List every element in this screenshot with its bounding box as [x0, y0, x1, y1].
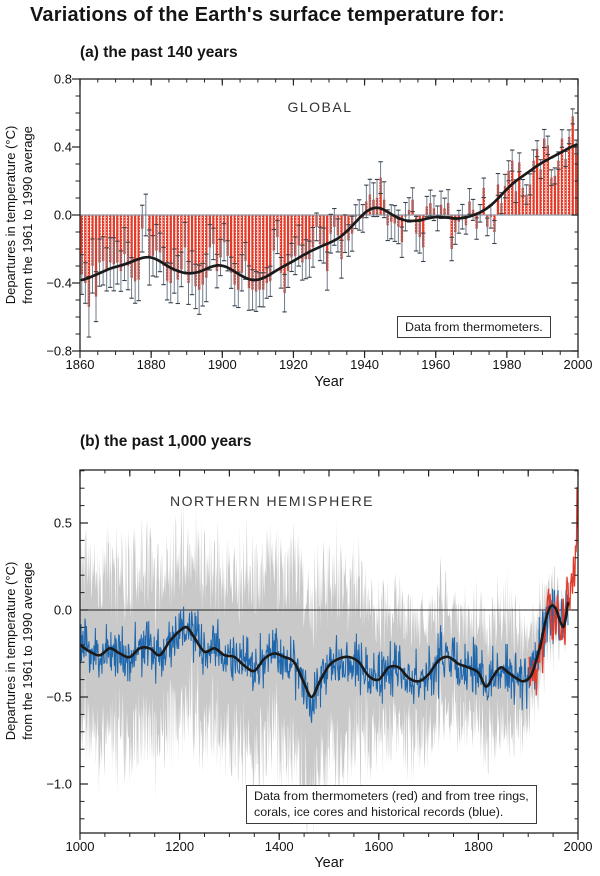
svg-text:0.8: 0.8: [54, 72, 72, 87]
svg-text:1860: 1860: [66, 357, 95, 372]
legend-note-a: Data from thermometers.: [397, 316, 551, 339]
svg-text:0.0: 0.0: [54, 603, 72, 618]
svg-text:1000: 1000: [66, 839, 95, 854]
y-axis-label-a: Departures in temperature (°C) from the …: [3, 125, 35, 305]
svg-text:−0.5: −0.5: [46, 690, 72, 705]
x-axis-label-a: Year: [314, 374, 344, 390]
svg-text:1200: 1200: [165, 839, 194, 854]
svg-text:2000: 2000: [564, 839, 593, 854]
svg-text:1960: 1960: [421, 357, 450, 372]
svg-text:1900: 1900: [208, 357, 237, 372]
series-label-global: GLOBAL: [287, 99, 353, 115]
svg-text:2000: 2000: [564, 357, 593, 372]
chart-b-group: 0.5 0.0 −0.5 −1.0 1000 1200 1400 1600 1800 2000: [46, 469, 592, 854]
smoothed-line-b: [80, 601, 570, 699]
page-title: Variations of the Earth's surface temper…: [30, 4, 505, 26]
legend-note-b-line1: Data from thermometers (red) and from tr…: [254, 789, 529, 803]
svg-text:−0.8: −0.8: [46, 344, 72, 359]
series-label-northern-hemisphere: NORTHERN HEMISPHERE: [169, 493, 375, 509]
svg-text:1940: 1940: [350, 357, 379, 372]
axes-b: 0.5 0.0 −0.5 −1.0 1000 1200 1400 1600 1800 2000: [46, 470, 592, 854]
svg-text:0.4: 0.4: [54, 140, 72, 155]
svg-text:1400: 1400: [265, 839, 294, 854]
svg-text:1980: 1980: [492, 357, 521, 372]
error-bars: [80, 108, 578, 338]
smoothed-line-a: [80, 143, 578, 282]
svg-text:−0.4: −0.4: [46, 276, 72, 291]
y-axis-label-b: Departures in temperature (°C) from the …: [3, 561, 35, 741]
legend-note-b: Data from thermometers (red) and from tr…: [246, 785, 537, 824]
svg-text:1920: 1920: [279, 357, 308, 372]
svg-text:1800: 1800: [464, 839, 493, 854]
svg-text:1600: 1600: [364, 839, 393, 854]
panel-a-heading: (a) the past 140 years: [80, 44, 238, 61]
svg-text:0.5: 0.5: [54, 516, 72, 531]
svg-text:−1.0: −1.0: [46, 777, 72, 792]
proxy-line-blue: [80, 588, 569, 723]
instrumental-line-red: [528, 487, 578, 696]
legend-note-b-line2: corals, ice cores and historical records…: [254, 805, 504, 820]
anomaly-bars: [80, 116, 578, 307]
legend-note-a-text: Data from thermometers.: [405, 320, 543, 334]
x-axis-label-b: Year: [314, 855, 344, 871]
panel-b-heading: (b) the past 1,000 years: [80, 433, 252, 450]
svg-text:0.0: 0.0: [54, 208, 72, 223]
panel-a-plot: [80, 108, 578, 338]
svg-text:1880: 1880: [137, 357, 166, 372]
panel-b-plot: [80, 487, 578, 833]
